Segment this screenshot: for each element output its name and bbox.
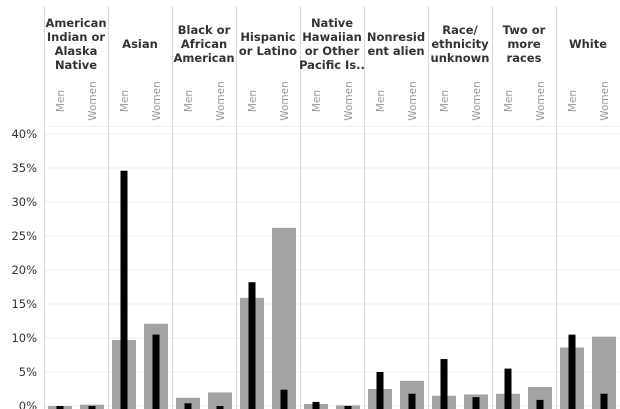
bar-black — [472, 397, 480, 409]
group-header-label: Black or — [178, 23, 231, 37]
subcategory-label: Men — [375, 90, 387, 112]
subcategory-label: Men — [567, 90, 579, 112]
bar-gray — [528, 386, 552, 409]
subcategory-label: Women — [471, 81, 483, 121]
group-header-label: Pacific Is.. — [299, 58, 365, 72]
bar-black — [312, 401, 320, 409]
group-header-label: White — [569, 37, 607, 51]
subcategory-label: Women — [215, 81, 227, 121]
bar-black — [440, 359, 448, 409]
subcategory-label: Women — [151, 81, 163, 121]
group-header-label: American — [45, 16, 106, 30]
group-header-label: Two or — [503, 23, 546, 37]
group-header-label: or Latino — [239, 44, 297, 58]
bar-gray — [208, 392, 232, 409]
subcategory-label: Women — [535, 81, 547, 121]
subcategory-label: Women — [599, 81, 611, 121]
group-header-label: American — [173, 51, 234, 65]
bar-black — [248, 282, 256, 409]
y-tick-label: 5% — [19, 365, 37, 379]
group-header-label: or Other — [305, 44, 360, 58]
y-tick-label: 20% — [11, 263, 37, 277]
subcategory-label: Men — [503, 90, 515, 112]
bar-black — [280, 389, 288, 409]
y-tick-label: 10% — [11, 331, 37, 345]
subcategory-label: Men — [247, 90, 259, 112]
bar-black — [376, 372, 384, 409]
subcategory-label: Men — [439, 90, 451, 112]
subcategory-label: Men — [183, 90, 195, 112]
bar-black — [56, 406, 64, 409]
subcategory-label: Women — [343, 81, 355, 121]
bar-black — [184, 403, 192, 409]
bar-black — [120, 170, 128, 409]
y-tick-label: 0% — [19, 399, 37, 409]
y-tick-label: 15% — [11, 297, 37, 311]
subcategory-label: Women — [279, 81, 291, 121]
bar-gray — [272, 227, 296, 409]
bar-black — [344, 406, 352, 409]
group-header-label: Native — [55, 58, 97, 72]
group-header-label: ethnicity — [431, 37, 489, 51]
bar-black — [536, 399, 544, 409]
group-header-label: Native — [311, 16, 353, 30]
bar-black — [216, 406, 224, 409]
bar-black — [504, 368, 512, 409]
subcategory-label: Women — [87, 81, 99, 121]
group-header-label: Asian — [122, 37, 158, 51]
bar-black — [408, 393, 416, 409]
group-header-label: Alaska — [55, 44, 98, 58]
subcategory-label: Men — [311, 90, 323, 112]
bar-black — [600, 393, 608, 409]
subcategory-label: Women — [407, 81, 419, 121]
y-tick-label: 30% — [11, 195, 37, 209]
group-header-label: races — [507, 51, 542, 65]
subcategory-label: Men — [55, 90, 67, 112]
y-tick-label: 40% — [11, 127, 37, 141]
group-header-label: ent alien — [367, 44, 424, 58]
bar-black — [152, 334, 160, 409]
group-header-label: Nonresid — [367, 30, 425, 44]
bar-black — [88, 406, 96, 409]
group-header-label: more — [507, 37, 541, 51]
group-header-label: Hawaiian — [302, 30, 362, 44]
group-header-label: Hispanic — [240, 30, 296, 44]
group-header-label: unknown — [431, 51, 490, 65]
y-tick-label: 25% — [11, 229, 37, 243]
y-tick-label: 35% — [11, 161, 37, 175]
group-header-label: African — [181, 37, 227, 51]
subcategory-label: Men — [119, 90, 131, 112]
group-header-label: Race/ — [442, 23, 478, 37]
bar-black — [568, 334, 576, 409]
group-header-label: Indian or — [47, 30, 105, 44]
